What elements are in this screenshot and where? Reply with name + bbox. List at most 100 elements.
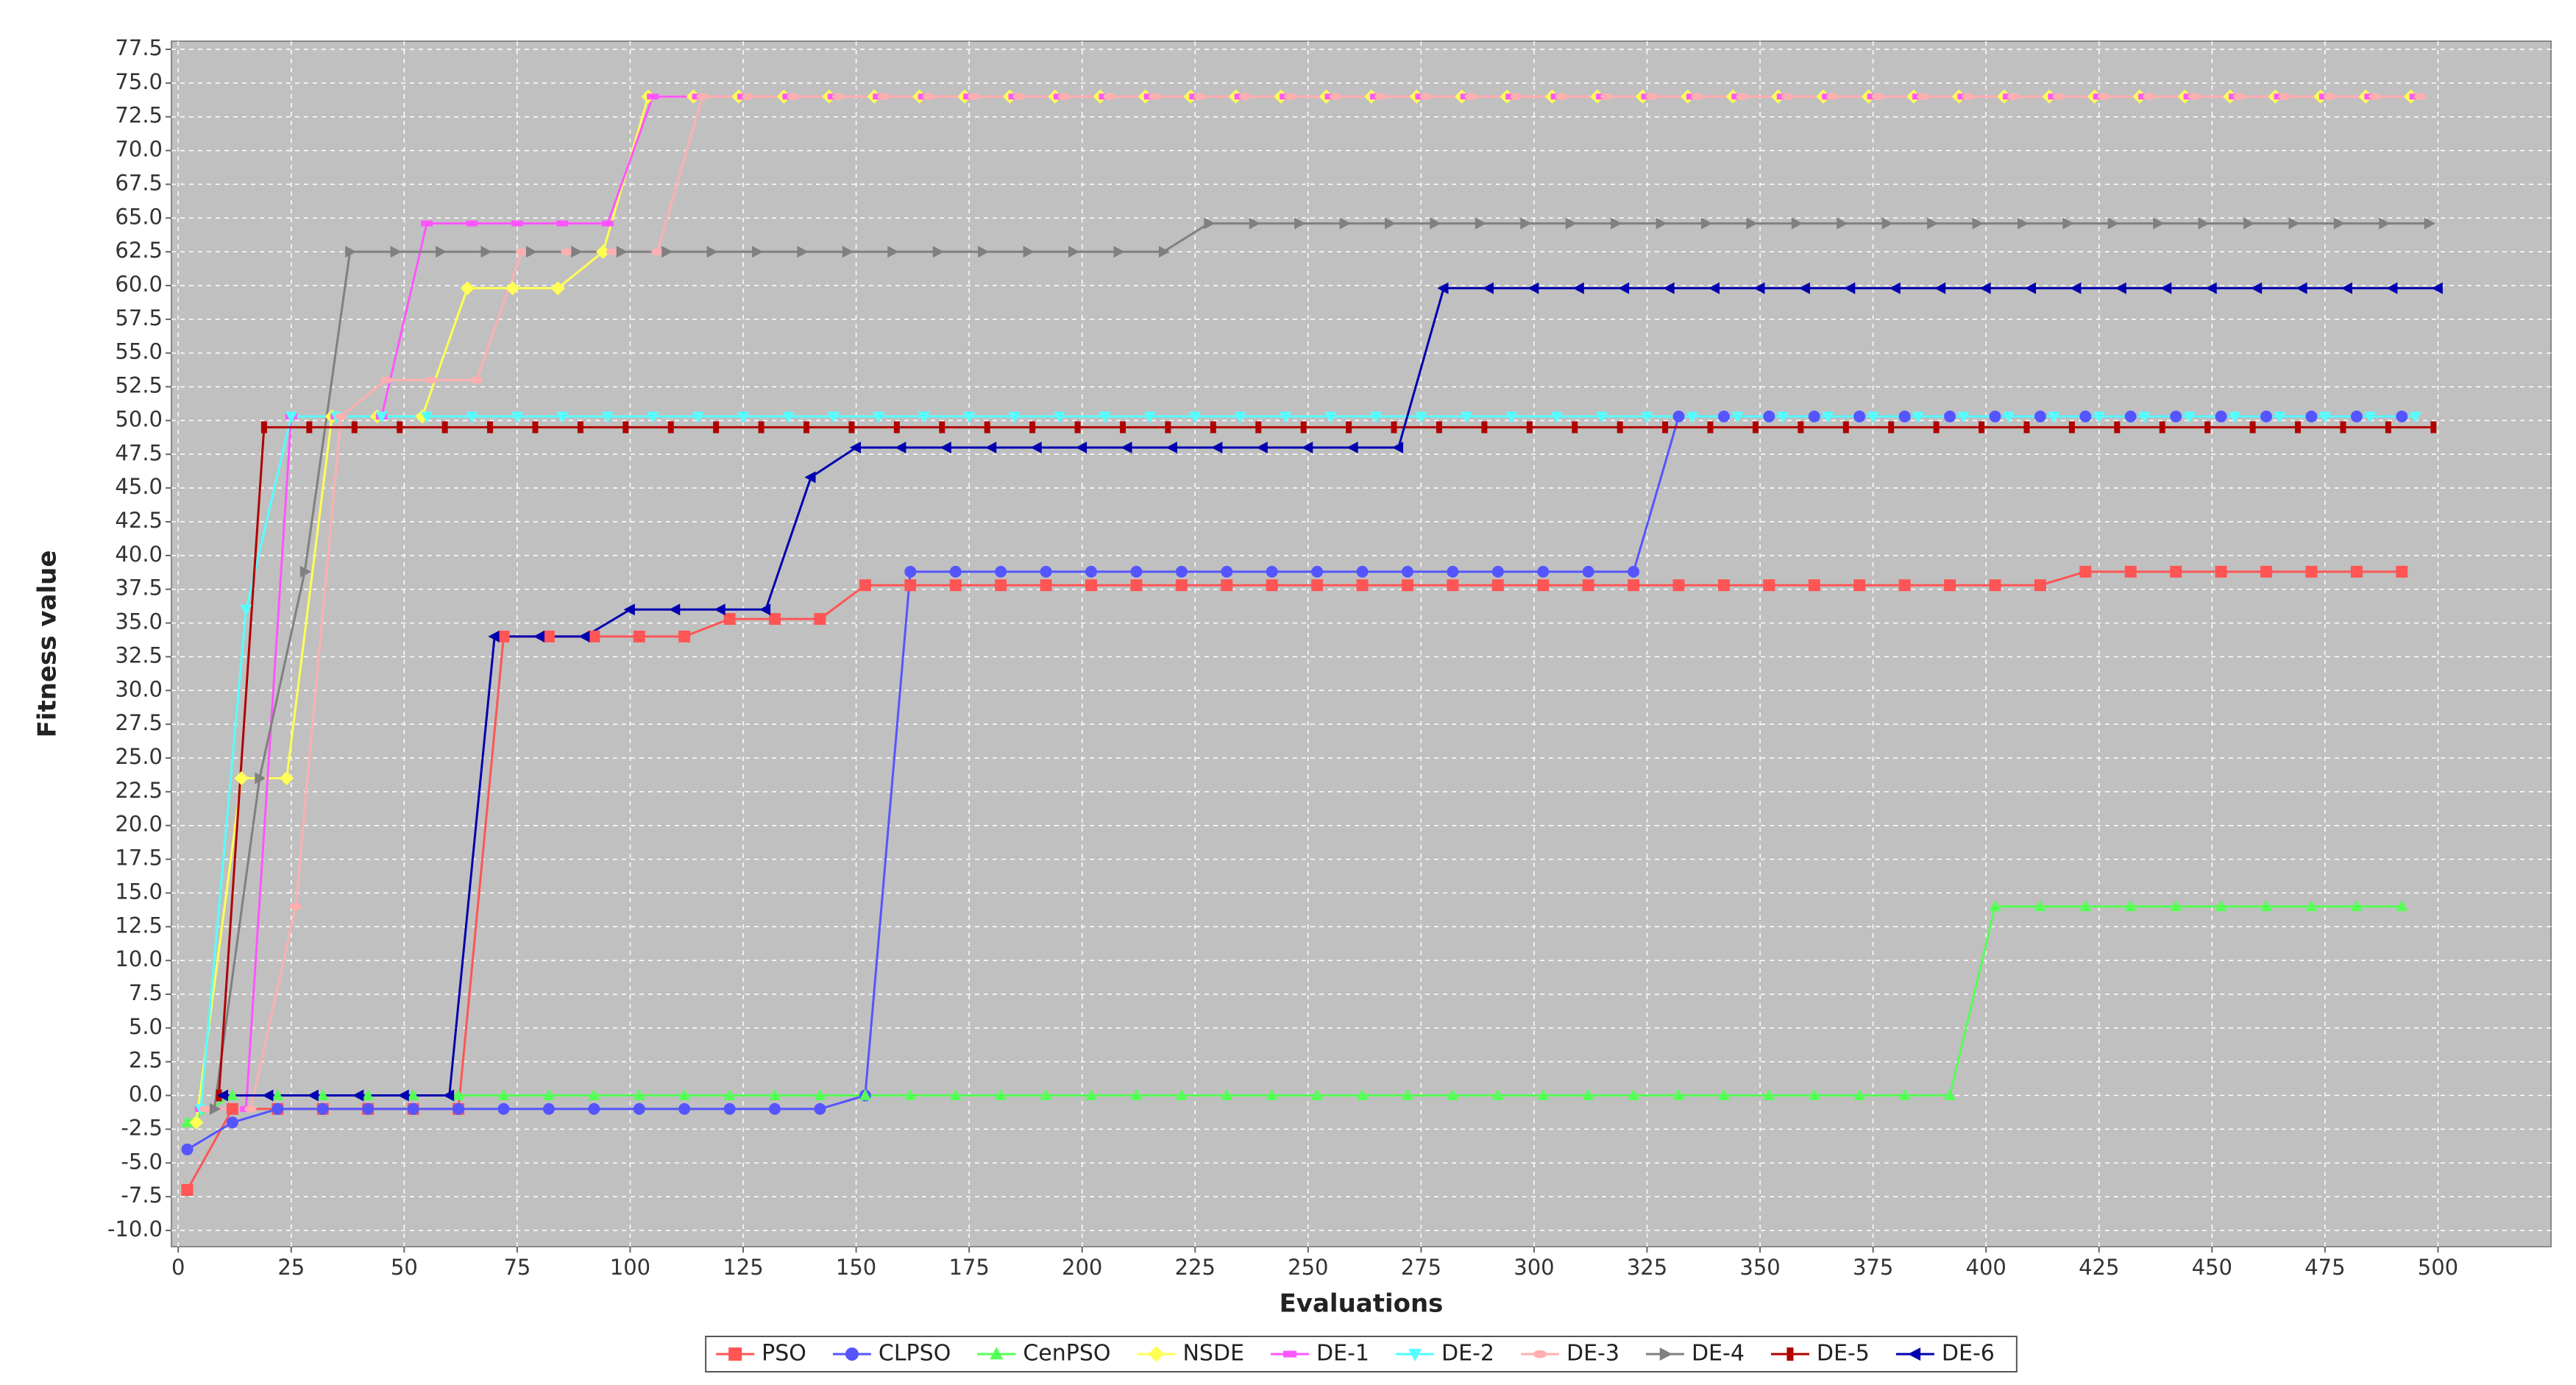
marker [1617, 421, 1623, 433]
marker [299, 565, 312, 578]
y-tick-label: 7.5 [129, 980, 163, 1005]
marker [516, 248, 528, 255]
marker [1565, 217, 1577, 230]
marker [588, 630, 600, 642]
marker [1979, 421, 1985, 433]
legend-text: DE-1 [1316, 1341, 1369, 1367]
marker [505, 281, 520, 296]
marker [1346, 421, 1352, 433]
marker [280, 771, 294, 786]
marker [990, 1347, 1004, 1360]
marker [1447, 1088, 1459, 1100]
marker [606, 248, 618, 255]
marker [1369, 411, 1382, 423]
legend-text: CenPSO [1023, 1341, 1110, 1367]
marker [922, 93, 934, 101]
marker [1889, 282, 1901, 294]
marker [390, 246, 402, 258]
marker [1189, 411, 1202, 423]
marker [2364, 411, 2377, 423]
marker [827, 411, 840, 423]
marker [1808, 1088, 1820, 1100]
marker [1791, 217, 1803, 230]
marker [1491, 579, 1504, 592]
y-tick-label: 35.0 [115, 609, 163, 634]
marker [1221, 1088, 1233, 1100]
marker [1475, 217, 1487, 230]
marker [1907, 1347, 1921, 1361]
marker [556, 220, 569, 227]
marker [2431, 282, 2443, 294]
marker [1853, 579, 1866, 592]
legend-text: DE-6 [1942, 1341, 1995, 1367]
marker [466, 411, 478, 423]
y-tick-label: 22.5 [115, 778, 163, 803]
marker [1510, 93, 1522, 101]
marker [723, 613, 736, 626]
marker [1356, 565, 1369, 578]
marker [887, 246, 899, 258]
marker [984, 421, 990, 433]
legend-item: CLPSO [832, 1341, 951, 1367]
marker [362, 1088, 375, 1100]
marker [181, 1143, 194, 1155]
marker [1401, 1088, 1413, 1100]
x-tick-label: 50 [391, 1255, 418, 1280]
marker [352, 1089, 364, 1102]
marker [1012, 93, 1025, 101]
marker [1572, 421, 1578, 433]
y-tick-label: 10.0 [115, 946, 163, 971]
marker [873, 411, 885, 423]
marker [425, 376, 438, 384]
marker [2204, 421, 2211, 433]
marker [511, 411, 523, 423]
marker [1280, 411, 1292, 423]
marker [1944, 579, 1956, 592]
marker [1130, 579, 1143, 592]
marker [2034, 899, 2046, 912]
marker [1611, 217, 1622, 230]
marker [1962, 93, 1974, 101]
y-tick-label: 67.5 [115, 170, 163, 195]
marker [1798, 282, 1810, 294]
marker [262, 1089, 274, 1102]
marker [1537, 1088, 1550, 1100]
marker [1113, 246, 1125, 258]
marker [1533, 1350, 1547, 1359]
marker [2024, 282, 2037, 294]
marker [532, 421, 539, 433]
marker [1447, 565, 1459, 578]
y-axis-title: Fitness value [33, 550, 63, 738]
marker [1481, 421, 1488, 433]
marker [939, 421, 945, 433]
marker [1130, 565, 1143, 578]
legend-text: CLPSO [879, 1341, 951, 1367]
marker [623, 603, 635, 616]
marker [995, 579, 1007, 592]
marker [2350, 565, 2363, 578]
marker [2333, 217, 2346, 230]
marker [737, 411, 750, 423]
marker [968, 93, 980, 101]
y-tick-label: 52.5 [115, 373, 163, 398]
marker [782, 411, 795, 423]
y-tick-label: 5.0 [129, 1014, 163, 1039]
marker [397, 1089, 409, 1102]
x-tick-label: 100 [610, 1255, 650, 1280]
marker [1808, 579, 1820, 592]
marker [1763, 579, 1775, 592]
marker [2205, 282, 2217, 294]
x-tick-label: 25 [277, 1255, 305, 1280]
marker [1881, 217, 1893, 230]
marker [1165, 421, 1171, 433]
marker [407, 1102, 419, 1115]
marker [436, 246, 447, 258]
marker [1143, 411, 1156, 423]
marker [1582, 579, 1594, 592]
marker [1266, 565, 1278, 578]
marker [1175, 1088, 1188, 1100]
series-line [199, 415, 2416, 1110]
marker [1430, 217, 1441, 230]
marker [1391, 421, 1397, 433]
y-tick-label: 60.0 [115, 272, 163, 297]
